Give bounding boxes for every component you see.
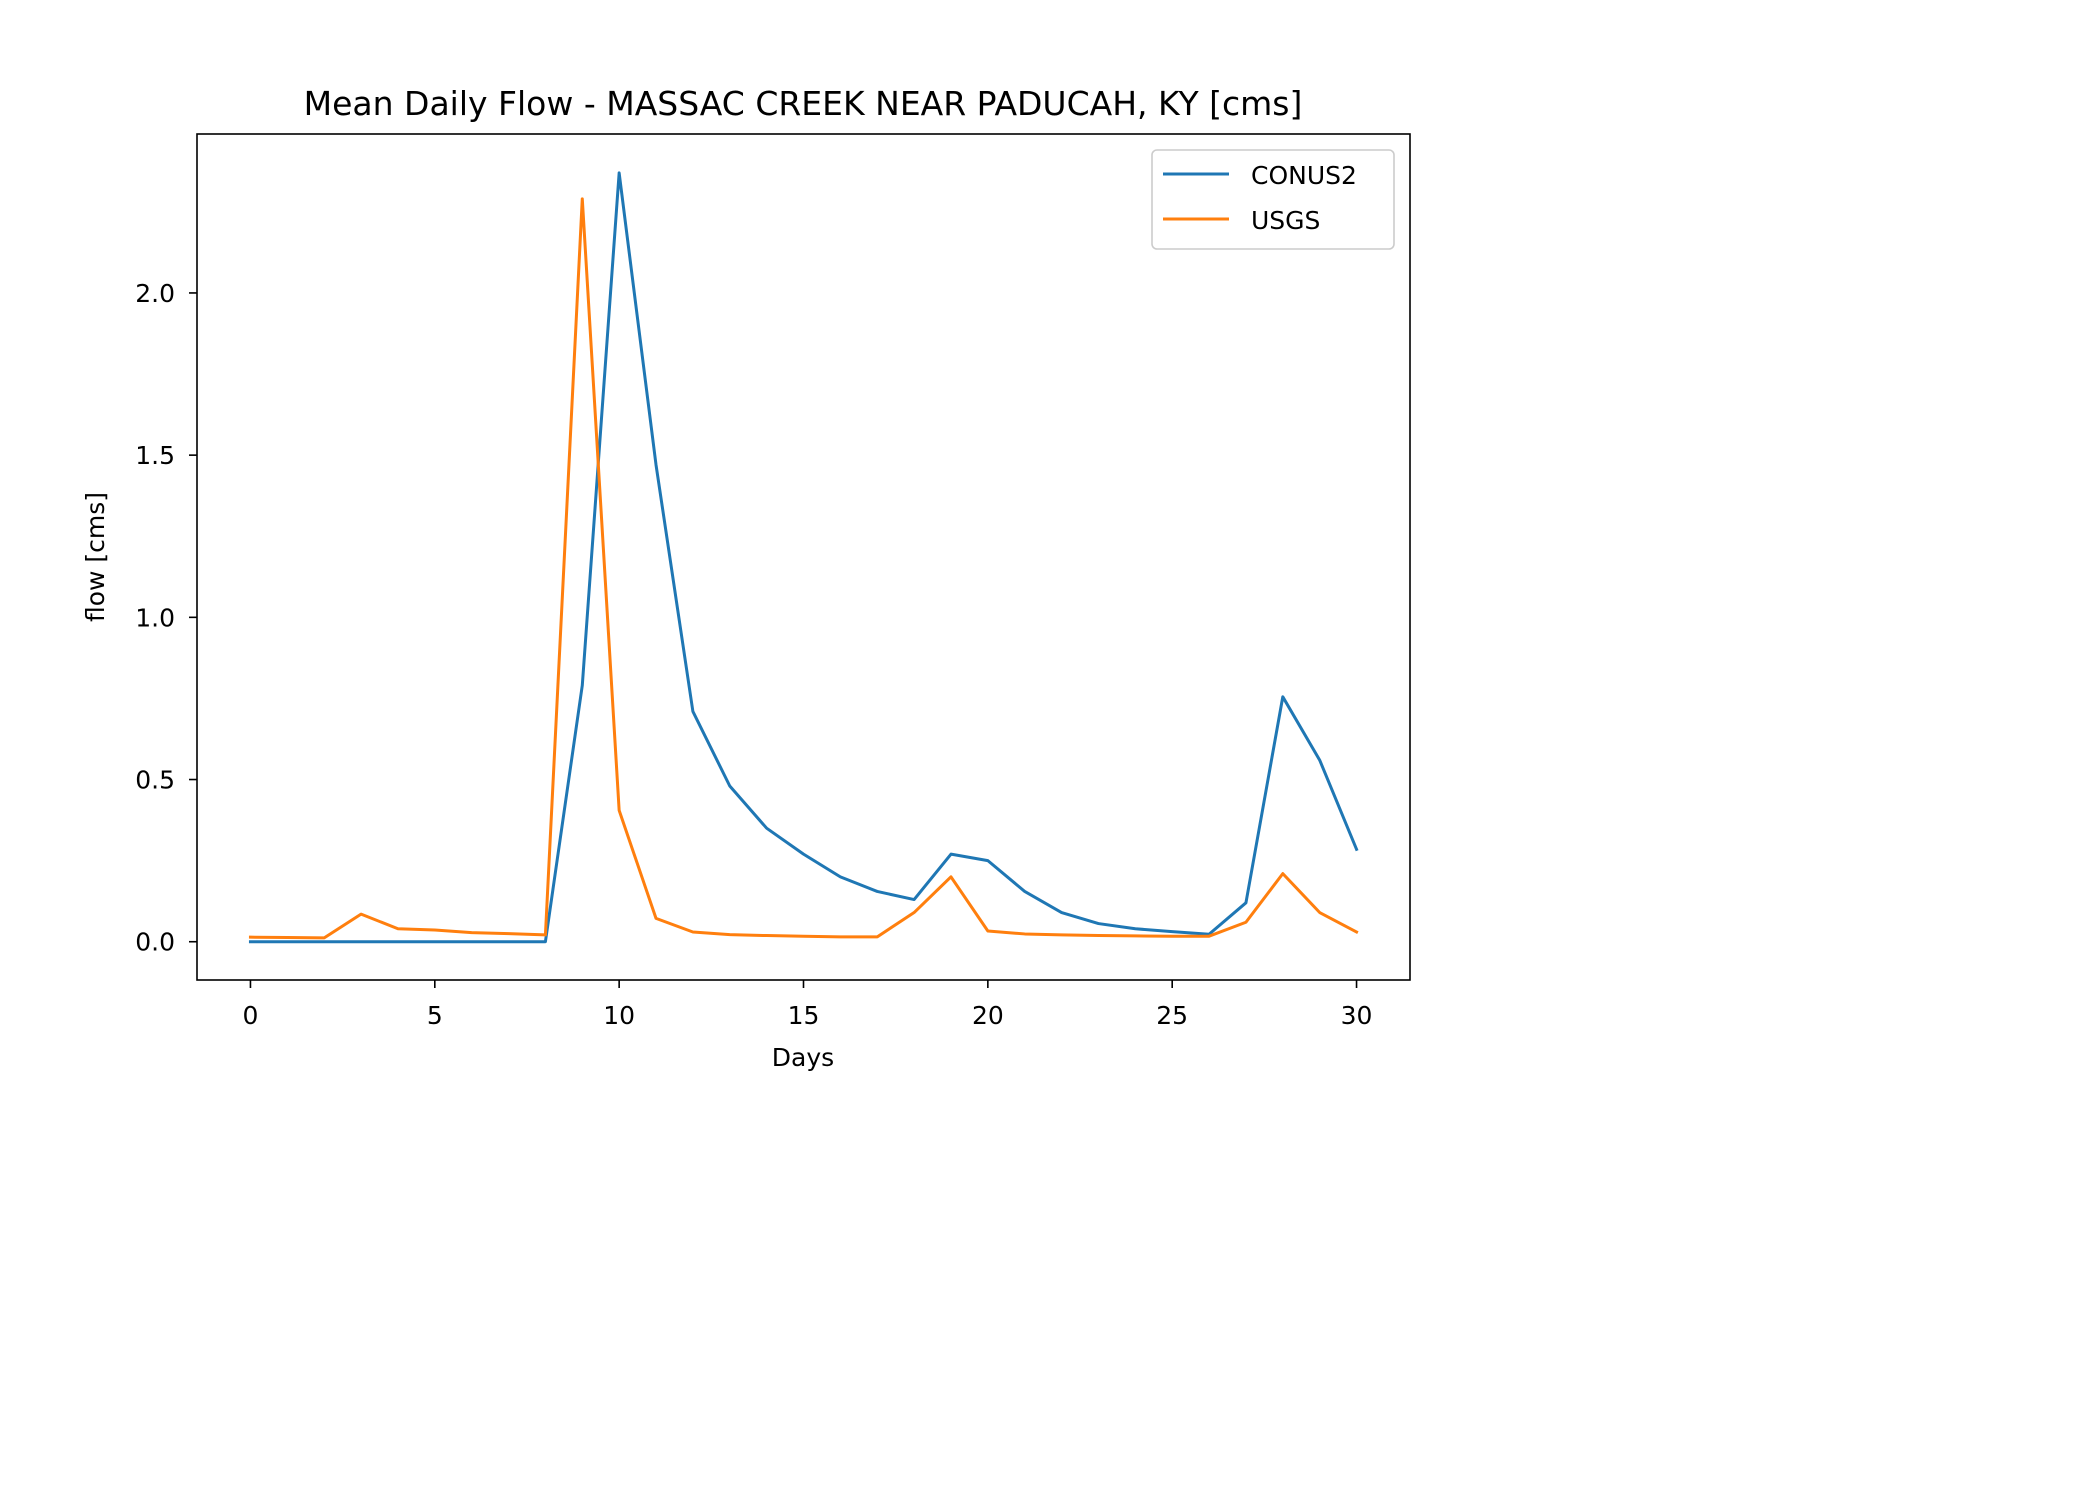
legend: CONUS2 USGS [1151,149,1395,250]
chart-title: Mean Daily Flow - MASSAC CREEK NEAR PADU… [304,84,1303,123]
x-tick-label: 0 [243,1001,259,1030]
chart-figure: Mean Daily Flow - MASSAC CREEK NEAR PADU… [81,84,1411,1072]
legend-label-conus2: CONUS2 [1251,161,1357,190]
x-tick-label: 20 [972,1001,1004,1030]
x-tick-label: 10 [603,1001,635,1030]
y-tick-label: 1.0 [135,603,175,632]
series-line-usgs [248,197,1359,940]
y-tick-label: 0.5 [135,766,175,795]
x-axis-label: Days [772,1043,834,1072]
x-tick-label: 15 [788,1001,820,1030]
x-tick-label: 25 [1156,1001,1188,1030]
y-tick-label: 2.0 [135,279,175,308]
y-axis-ticks: 0.0 0.5 1.0 1.5 2.0 [135,279,197,957]
x-tick-label: 5 [427,1001,443,1030]
x-axis-ticks: 0 5 10 15 20 25 30 [243,980,1373,1030]
series-line-conus2 [248,171,1359,944]
x-tick-label: 30 [1341,1001,1373,1030]
legend-label-usgs: USGS [1251,206,1320,235]
series-layer [248,171,1359,944]
y-axis-label: flow [cms] [81,492,110,622]
line-chart: Mean Daily Flow - MASSAC CREEK NEAR PADU… [81,84,1411,1072]
y-tick-label: 0.0 [135,928,175,957]
y-tick-label: 1.5 [135,441,175,470]
